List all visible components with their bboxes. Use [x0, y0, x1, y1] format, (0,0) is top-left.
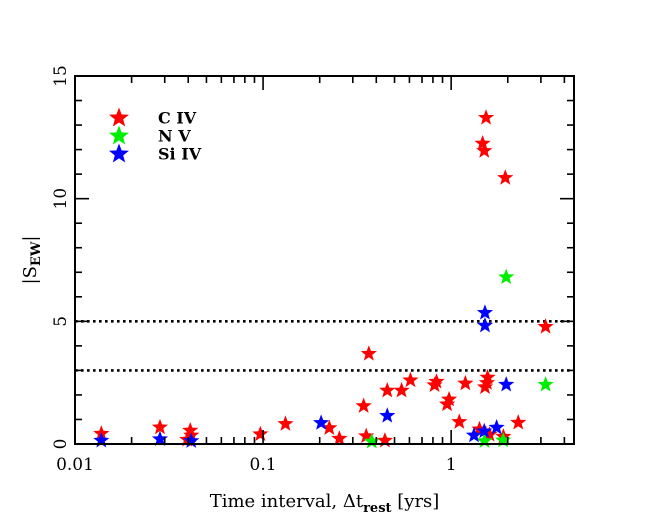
data-point	[498, 376, 515, 392]
series-n-v	[363, 268, 554, 449]
data-point	[313, 414, 330, 430]
data-point	[476, 422, 493, 439]
legend-item: Si IV	[109, 143, 202, 164]
data-point	[510, 414, 527, 430]
data-point	[481, 426, 498, 442]
data-point	[252, 425, 269, 442]
data-point	[478, 374, 496, 390]
data-point	[474, 134, 491, 151]
legend-item: C IV	[109, 107, 197, 128]
y-tick-label: 5	[51, 316, 71, 327]
data-point	[488, 419, 505, 435]
data-point	[376, 432, 394, 448]
legend-star-icon	[109, 125, 129, 145]
data-point	[379, 407, 396, 423]
data-point	[457, 374, 474, 391]
data-point	[402, 371, 419, 388]
data-point	[355, 397, 372, 413]
data-point	[476, 142, 493, 158]
data-point	[321, 419, 338, 435]
x-tick-label: 0.1	[250, 455, 277, 475]
plot-frame	[74, 75, 575, 445]
y-tick-label: 10	[51, 188, 71, 210]
y-axis-label: |SEW|	[20, 236, 44, 285]
data-point	[495, 431, 512, 448]
data-point	[498, 268, 515, 285]
data-point	[497, 169, 514, 185]
data-point	[471, 420, 488, 437]
data-point	[358, 427, 375, 444]
data-point	[93, 432, 110, 448]
data-point	[476, 317, 494, 333]
data-point	[451, 413, 468, 429]
legend-star-icon	[109, 107, 129, 127]
data-point	[477, 109, 495, 125]
data-point	[379, 382, 396, 398]
data-point	[331, 430, 348, 446]
legend-label: Si IV	[158, 145, 202, 164]
x-tick-label: 0.01	[56, 455, 94, 475]
data-points	[93, 109, 554, 449]
x-tick-label: 1	[446, 455, 457, 475]
data-point	[476, 304, 494, 320]
data-point	[428, 373, 445, 389]
data-point	[537, 318, 554, 334]
data-point	[277, 415, 294, 431]
data-point	[151, 418, 169, 435]
axis-ticks	[74, 75, 574, 445]
legend-label: N V	[158, 127, 191, 146]
data-point	[479, 369, 496, 385]
data-point	[393, 382, 410, 398]
data-point	[441, 390, 458, 407]
reference-lines	[75, 320, 574, 372]
data-point	[476, 432, 493, 448]
legend-label: C IV	[158, 109, 197, 128]
y-tick-label: 15	[51, 65, 71, 87]
data-point	[151, 430, 169, 446]
data-point	[183, 432, 200, 448]
legend-star-icon	[109, 143, 129, 163]
legend-item: N V	[109, 125, 191, 146]
data-point	[537, 376, 554, 392]
y-tick-label: 0	[51, 439, 71, 450]
x-axis-label: Time interval, Δtrest [yrs]	[210, 491, 440, 516]
data-point	[360, 345, 377, 361]
data-point	[465, 426, 483, 443]
data-point	[363, 433, 380, 449]
series-si-iv	[93, 304, 515, 448]
legend: C IVN VSi IV	[109, 107, 202, 164]
